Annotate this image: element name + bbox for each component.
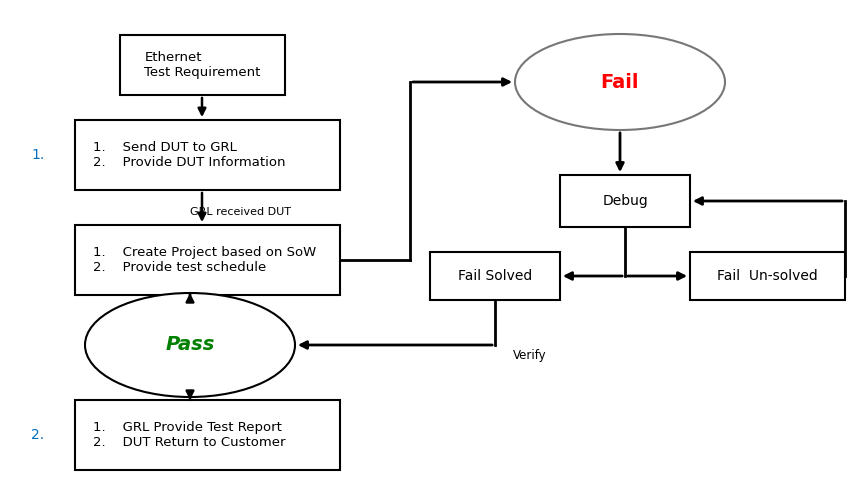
Text: 1.    Create Project based on SoW
2.    Provide test schedule: 1. Create Project based on SoW 2. Provid… <box>93 246 316 274</box>
Text: 2.: 2. <box>31 428 45 442</box>
Text: Fail  Un-solved: Fail Un-solved <box>716 269 817 283</box>
Text: Fail Solved: Fail Solved <box>457 269 531 283</box>
Text: Fail: Fail <box>600 73 639 91</box>
FancyBboxPatch shape <box>430 252 560 300</box>
Ellipse shape <box>514 34 724 130</box>
FancyBboxPatch shape <box>75 120 339 190</box>
Text: Debug: Debug <box>602 194 647 208</box>
Text: 1.    GRL Provide Test Report
2.    DUT Return to Customer: 1. GRL Provide Test Report 2. DUT Return… <box>93 421 285 449</box>
Text: Verify: Verify <box>512 349 546 361</box>
FancyBboxPatch shape <box>75 400 339 470</box>
Text: GRL received DUT: GRL received DUT <box>189 207 290 217</box>
FancyBboxPatch shape <box>75 225 339 295</box>
FancyBboxPatch shape <box>560 175 689 227</box>
Text: Pass: Pass <box>165 335 214 355</box>
Text: 1.    Send DUT to GRL
2.    Provide DUT Information: 1. Send DUT to GRL 2. Provide DUT Inform… <box>93 141 285 169</box>
Text: 1.: 1. <box>31 148 45 162</box>
FancyBboxPatch shape <box>689 252 844 300</box>
Ellipse shape <box>85 293 294 397</box>
Text: Ethernet
Test Requirement: Ethernet Test Requirement <box>144 51 260 79</box>
FancyBboxPatch shape <box>120 35 285 95</box>
